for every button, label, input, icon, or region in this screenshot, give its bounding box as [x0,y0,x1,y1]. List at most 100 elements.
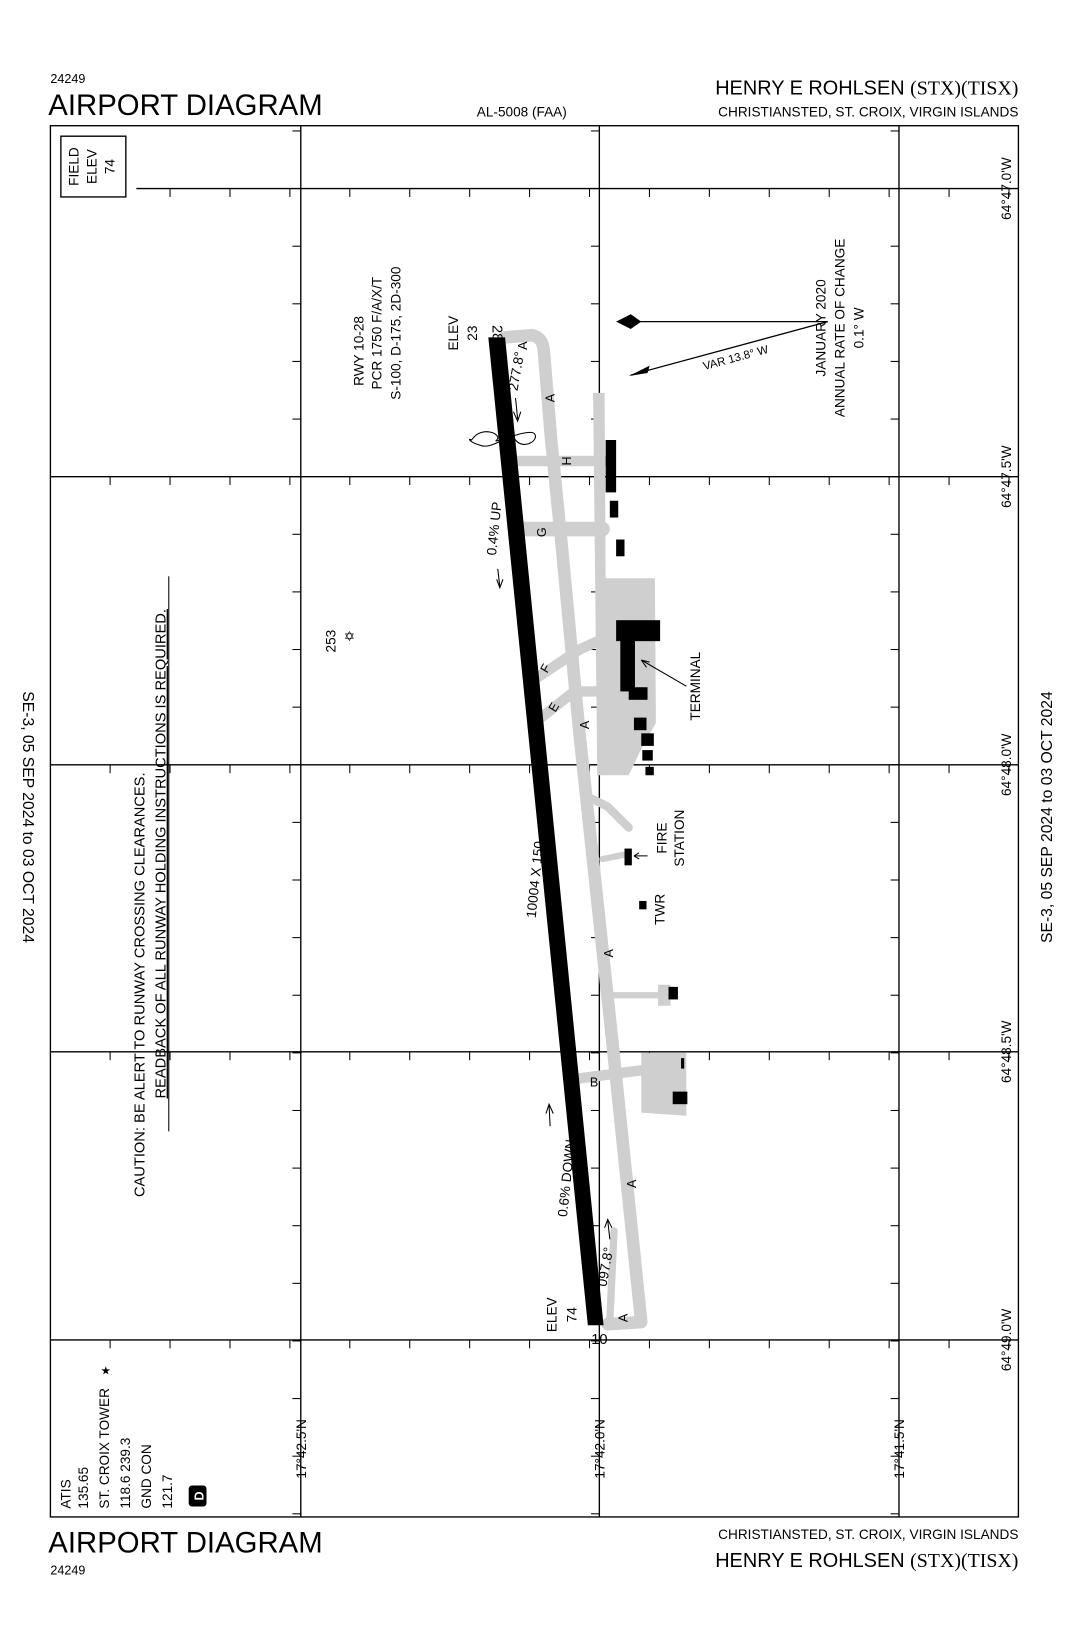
runway-28-heading: 277.8° [506,350,528,392]
fire-station-label: FIRE [654,823,669,854]
runway-10-elev: 74 [564,1307,579,1323]
terminal-apron [593,392,656,776]
runway-10-number: 10 [591,1332,607,1348]
runway-weight-bearing: S-100, D-175, 2D-300 [388,266,403,400]
fire-station-label: STATION [672,810,687,867]
taxiway-e-connector [529,686,608,729]
longitude-label: 64°47.0'W [999,157,1014,220]
communications-box: ATIS 135.65 ST. CROIX TOWER ★ 118.6 239.… [58,1365,207,1509]
heading-arrow-icon [604,1218,613,1240]
footer-location: CHRISTIANSTED, ST. CROIX, VIRGIN ISLANDS [718,1527,1018,1542]
taxiway-fire-stub [599,850,632,863]
tower-label: TWR [652,894,667,925]
latitude-label: 17°41.5'N [892,1419,907,1479]
field-elev-label2: ELEV [85,148,100,184]
annual-change-value: 0.1° W [851,307,866,348]
taxiway-label-b: B [590,1075,598,1089]
part-time-star-icon: ★ [101,1365,111,1377]
building [609,500,619,518]
chart-frame [49,125,1020,1518]
taxiway-a [498,328,648,1331]
runway-10-28 [488,337,604,1326]
slope-arrow-icon [545,1102,554,1127]
footer-airport-name: HENRY E ROHLSEN [715,1550,904,1572]
magnetic-north-arrow-icon [628,365,650,377]
hold-short-marking-icon [469,431,536,447]
longitude-label: 64°48.0'W [999,733,1014,796]
taxiway-end-stub [606,1227,618,1324]
airport-title: HENRY E ROHLSEN (STX)(TISX) [715,77,1018,99]
annual-change-label: ANNUAL RATE OF CHANGE [833,239,848,417]
building [672,1091,688,1105]
runway-slope-up: 0.4% UP [484,501,505,556]
field-elev-value: 74 [102,159,117,175]
footer-airport-title: HENRY E ROHLSEN (STX)(TISX) [715,1550,1018,1572]
taxiway-label-a: A [625,1179,639,1188]
buildings [605,440,688,1105]
variation-label: VAR 13.8° W [702,344,770,373]
building [628,687,648,700]
longitude-label: 64°48.5'W [999,1020,1014,1083]
tower-building [639,900,647,910]
ground-label: GND CON [139,1444,154,1508]
effective-dates-left: SE-3, 05 SEP 2024 to 03 OCT 2024 [19,691,36,943]
fire-station-pointer-arrow [633,852,648,860]
fire-station-building [624,848,632,866]
atis-label: ATIS [58,1479,73,1508]
taxiway-label-g: G [535,527,549,537]
terminal-building [620,639,635,692]
caution-line-1: CAUTION: BE ALERT TO RUNWAY CROSSING CLE… [133,772,149,1197]
true-north-arrow-icon [616,314,642,329]
taxiway-stub [582,792,633,832]
building [642,750,653,761]
terminal-building [616,620,661,642]
runway-designation: RWY 10-28 [352,316,367,386]
taxiway-label-a: A [578,720,592,729]
building [681,1058,685,1069]
slope-arrow-icon [496,568,504,590]
variation-date: JANUARY 2020 [814,279,829,377]
airport-location: CHRISTIANSTED, ST. CROIX, VIRGIN ISLANDS [718,104,1018,119]
longitude-label: 64°47.5'W [999,445,1014,508]
field-elev-label1: FIELD [67,147,82,186]
taxiway-label-a: A [516,341,530,350]
footer-title: AIRPORT DIAGRAM [48,1527,322,1560]
taxiway-label-a: A [602,949,616,958]
footer-airport-ids: (STX)(TISX) [910,1550,1018,1572]
field-elevation-box: FIELD ELEV 74 [60,135,127,198]
building [645,766,654,776]
chart-title: AIRPORT DIAGRAM [48,89,322,122]
building [641,733,654,746]
taxiway-label-a: A [617,1313,631,1322]
chart-number: 24249 [50,72,85,86]
star-obstacle-icon: ✡ [344,629,355,644]
airport-ids: (STX)(TISX) [910,77,1018,99]
building [616,539,625,557]
taxiway-label-a: A [543,393,557,402]
terminal-pointer-arrow [640,659,687,687]
runway-10-elev-label: ELEV [544,1296,559,1332]
heading-arrow-icon [512,398,522,423]
terminal-label: TERMINAL [688,651,703,720]
magnetic-variation: VAR 13.8° W JANUARY 2020 ANNUAL RATE OF … [616,239,866,417]
taxiway-label-h: H [560,456,574,465]
ground-frequency: 121.7 [160,1475,175,1509]
runway-28-elev-label: ELEV [446,315,461,351]
datalink-badge-text: D [192,1491,206,1500]
airport-name: HENRY E ROHLSEN [715,77,904,99]
footer-chart-number: 24249 [50,1564,85,1578]
runway-10-heading: 097.8° [595,1246,617,1288]
building [668,986,678,1000]
south-apron [641,1052,687,1116]
taxiway-f-connector [527,633,608,687]
latitude-label: 17°42.5'N [294,1419,309,1479]
magnetic-north-line [630,321,828,376]
taxiways [498,328,687,1331]
longitude-label: 64°49.0'W [999,1308,1014,1371]
latitude-label: 17°42.0'N [593,1419,608,1479]
obstacle-elevation: 253 [323,630,338,653]
runway-28-elev: 23 [465,326,480,341]
building [633,717,647,731]
